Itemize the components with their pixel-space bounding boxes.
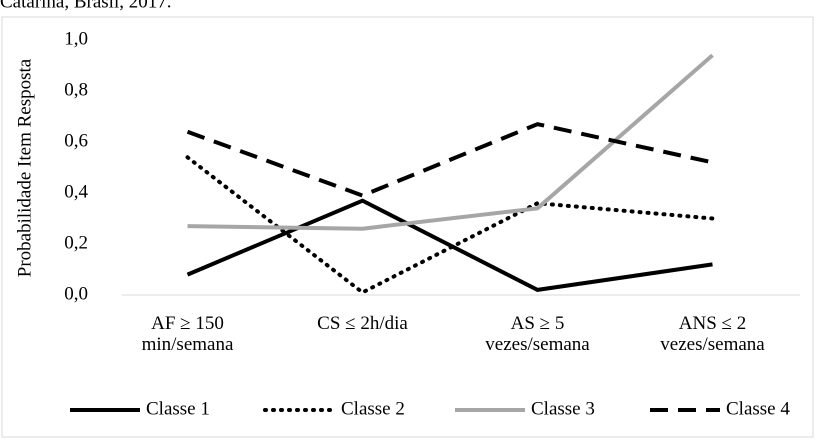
legend-label: Classe 3 <box>531 398 595 419</box>
y-tick-label: 1,0 <box>64 28 88 49</box>
y-tick-label: 0,6 <box>64 130 88 151</box>
y-tick-label: 0,0 <box>64 283 88 304</box>
y-axis-title: Probabilidade Item Resposta <box>14 58 35 277</box>
legend-label: Classe 2 <box>341 398 405 419</box>
legend-label: Classe 1 <box>146 398 210 419</box>
x-tick-label: AF ≥ 150 min/semana <box>141 313 234 355</box>
series-line <box>187 53 714 231</box>
y-tick-label: 0,2 <box>64 232 88 253</box>
chart-frame <box>1 16 814 438</box>
y-tick-label: 0,8 <box>64 79 88 100</box>
x-tick-label: ANS ≤ 2 vezes/semana <box>660 313 765 355</box>
x-tick-label: CS ≤ 2h/dia <box>317 313 408 334</box>
series-line <box>186 198 713 292</box>
legend-label: Classe 4 <box>726 398 790 419</box>
y-tick-label: 0,4 <box>64 181 88 202</box>
series-line <box>186 122 713 198</box>
x-tick-label: AS ≥ 5 vezes/semana <box>485 313 590 355</box>
series-line <box>185 155 715 295</box>
caption: Catarina, Brasil, 2017. <box>0 0 172 12</box>
